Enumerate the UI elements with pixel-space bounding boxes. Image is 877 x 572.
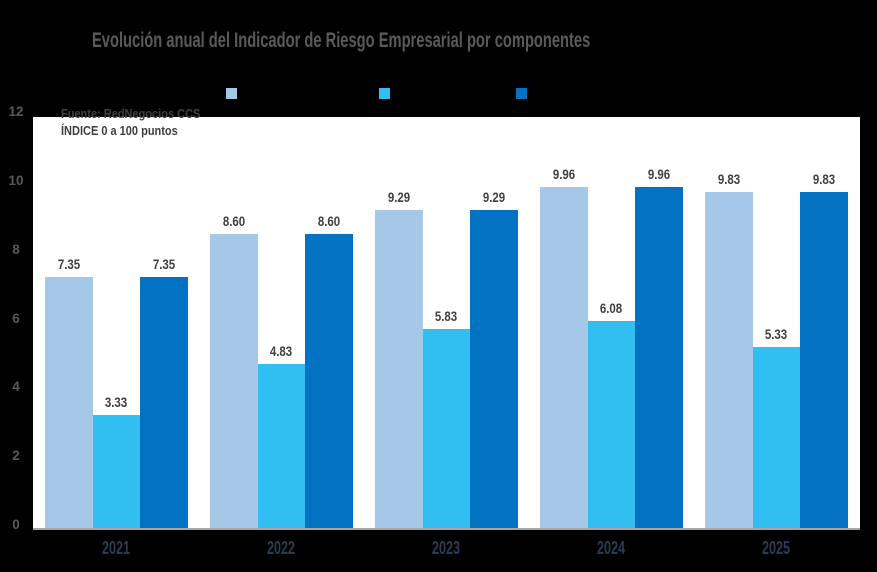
- y-tick-label-0: 0: [12, 517, 20, 532]
- bar-value-label-2023-light-blue: 9.29: [387, 189, 410, 206]
- legend-swatch-dark-blue-square: [516, 88, 527, 99]
- y-tick-label-6: 6: [12, 310, 20, 326]
- bar-2021-cyan: [92, 415, 140, 530]
- y-tick-label-8: 8: [12, 241, 20, 257]
- bar-2022-cyan: [257, 363, 305, 530]
- bar-2023-dark-blue: [470, 210, 518, 530]
- bar-2023-cyan: [422, 329, 470, 530]
- plot-area: 7.35 3.33 7.35 8.60 4.83 8.60 9.29 5.83 9.29 9.96…: [33, 117, 860, 530]
- index-scale-note: ÍNDICE 0 a 100 puntos: [61, 124, 178, 138]
- bar-value-label-2025-light-blue: 9.83: [717, 170, 740, 187]
- bar-2024-dark-blue: [635, 187, 683, 530]
- notes-block: Fuente: RedNegocios CCS ÍNDICE 0 a 100 p…: [61, 106, 200, 140]
- legend-swatch-cyan-square: [379, 88, 390, 99]
- y-tick-label-4: 4: [12, 379, 20, 395]
- y-tick-label-10: 10: [8, 172, 24, 188]
- x-year-label-2025: 2025: [762, 538, 791, 558]
- bar-value-label-2022-dark-blue: 8.60: [317, 213, 340, 230]
- y-tick-label-12: 12: [8, 104, 24, 119]
- bar-value-label-2025-dark-blue: 9.83: [812, 170, 835, 187]
- bar-value-label-2024-light-blue: 9.96: [552, 166, 575, 183]
- x-year-label-2024: 2024: [597, 538, 626, 558]
- bar-2023-light-blue: [375, 210, 423, 530]
- x-year-label-2021: 2021: [102, 538, 131, 558]
- bar-value-label-2025-cyan: 5.33: [765, 325, 788, 342]
- bar-value-label-2021-dark-blue: 7.35: [152, 256, 175, 273]
- source-note: Fuente: RedNegocios CCS: [61, 107, 201, 121]
- chart-title: Evolución anual del Indicador de Riesgo …: [92, 29, 591, 52]
- bar-2022-light-blue: [210, 234, 258, 530]
- x-year-label-2022: 2022: [267, 538, 296, 558]
- x-axis-baseline: [33, 528, 860, 530]
- bar-2025-dark-blue: [800, 191, 848, 530]
- bar-value-label-2021-light-blue: 7.35: [57, 256, 80, 273]
- bar-value-label-2023-cyan: 5.83: [435, 308, 458, 325]
- bar-2022-dark-blue: [305, 234, 353, 530]
- bar-2024-cyan: [587, 320, 635, 530]
- bar-value-label-2024-dark-blue: 9.96: [647, 166, 670, 183]
- legend-swatch-light-blue-square: [226, 88, 237, 99]
- bar-2024-light-blue: [540, 187, 588, 530]
- x-year-label-2023: 2023: [432, 538, 461, 558]
- bar-2025-cyan: [752, 346, 800, 530]
- y-tick-label-2: 2: [12, 448, 20, 464]
- bar-value-label-2022-light-blue: 8.60: [222, 213, 245, 230]
- bar-value-label-2022-cyan: 4.83: [270, 342, 293, 359]
- bar-value-label-2024-cyan: 6.08: [600, 299, 623, 316]
- bar-2021-light-blue: [45, 277, 93, 530]
- bar-value-label-2023-dark-blue: 9.29: [482, 189, 505, 206]
- bar-2021-dark-blue: [140, 277, 188, 530]
- bar-2025-light-blue: [705, 191, 753, 530]
- bar-value-label-2021-cyan: 3.33: [105, 394, 128, 411]
